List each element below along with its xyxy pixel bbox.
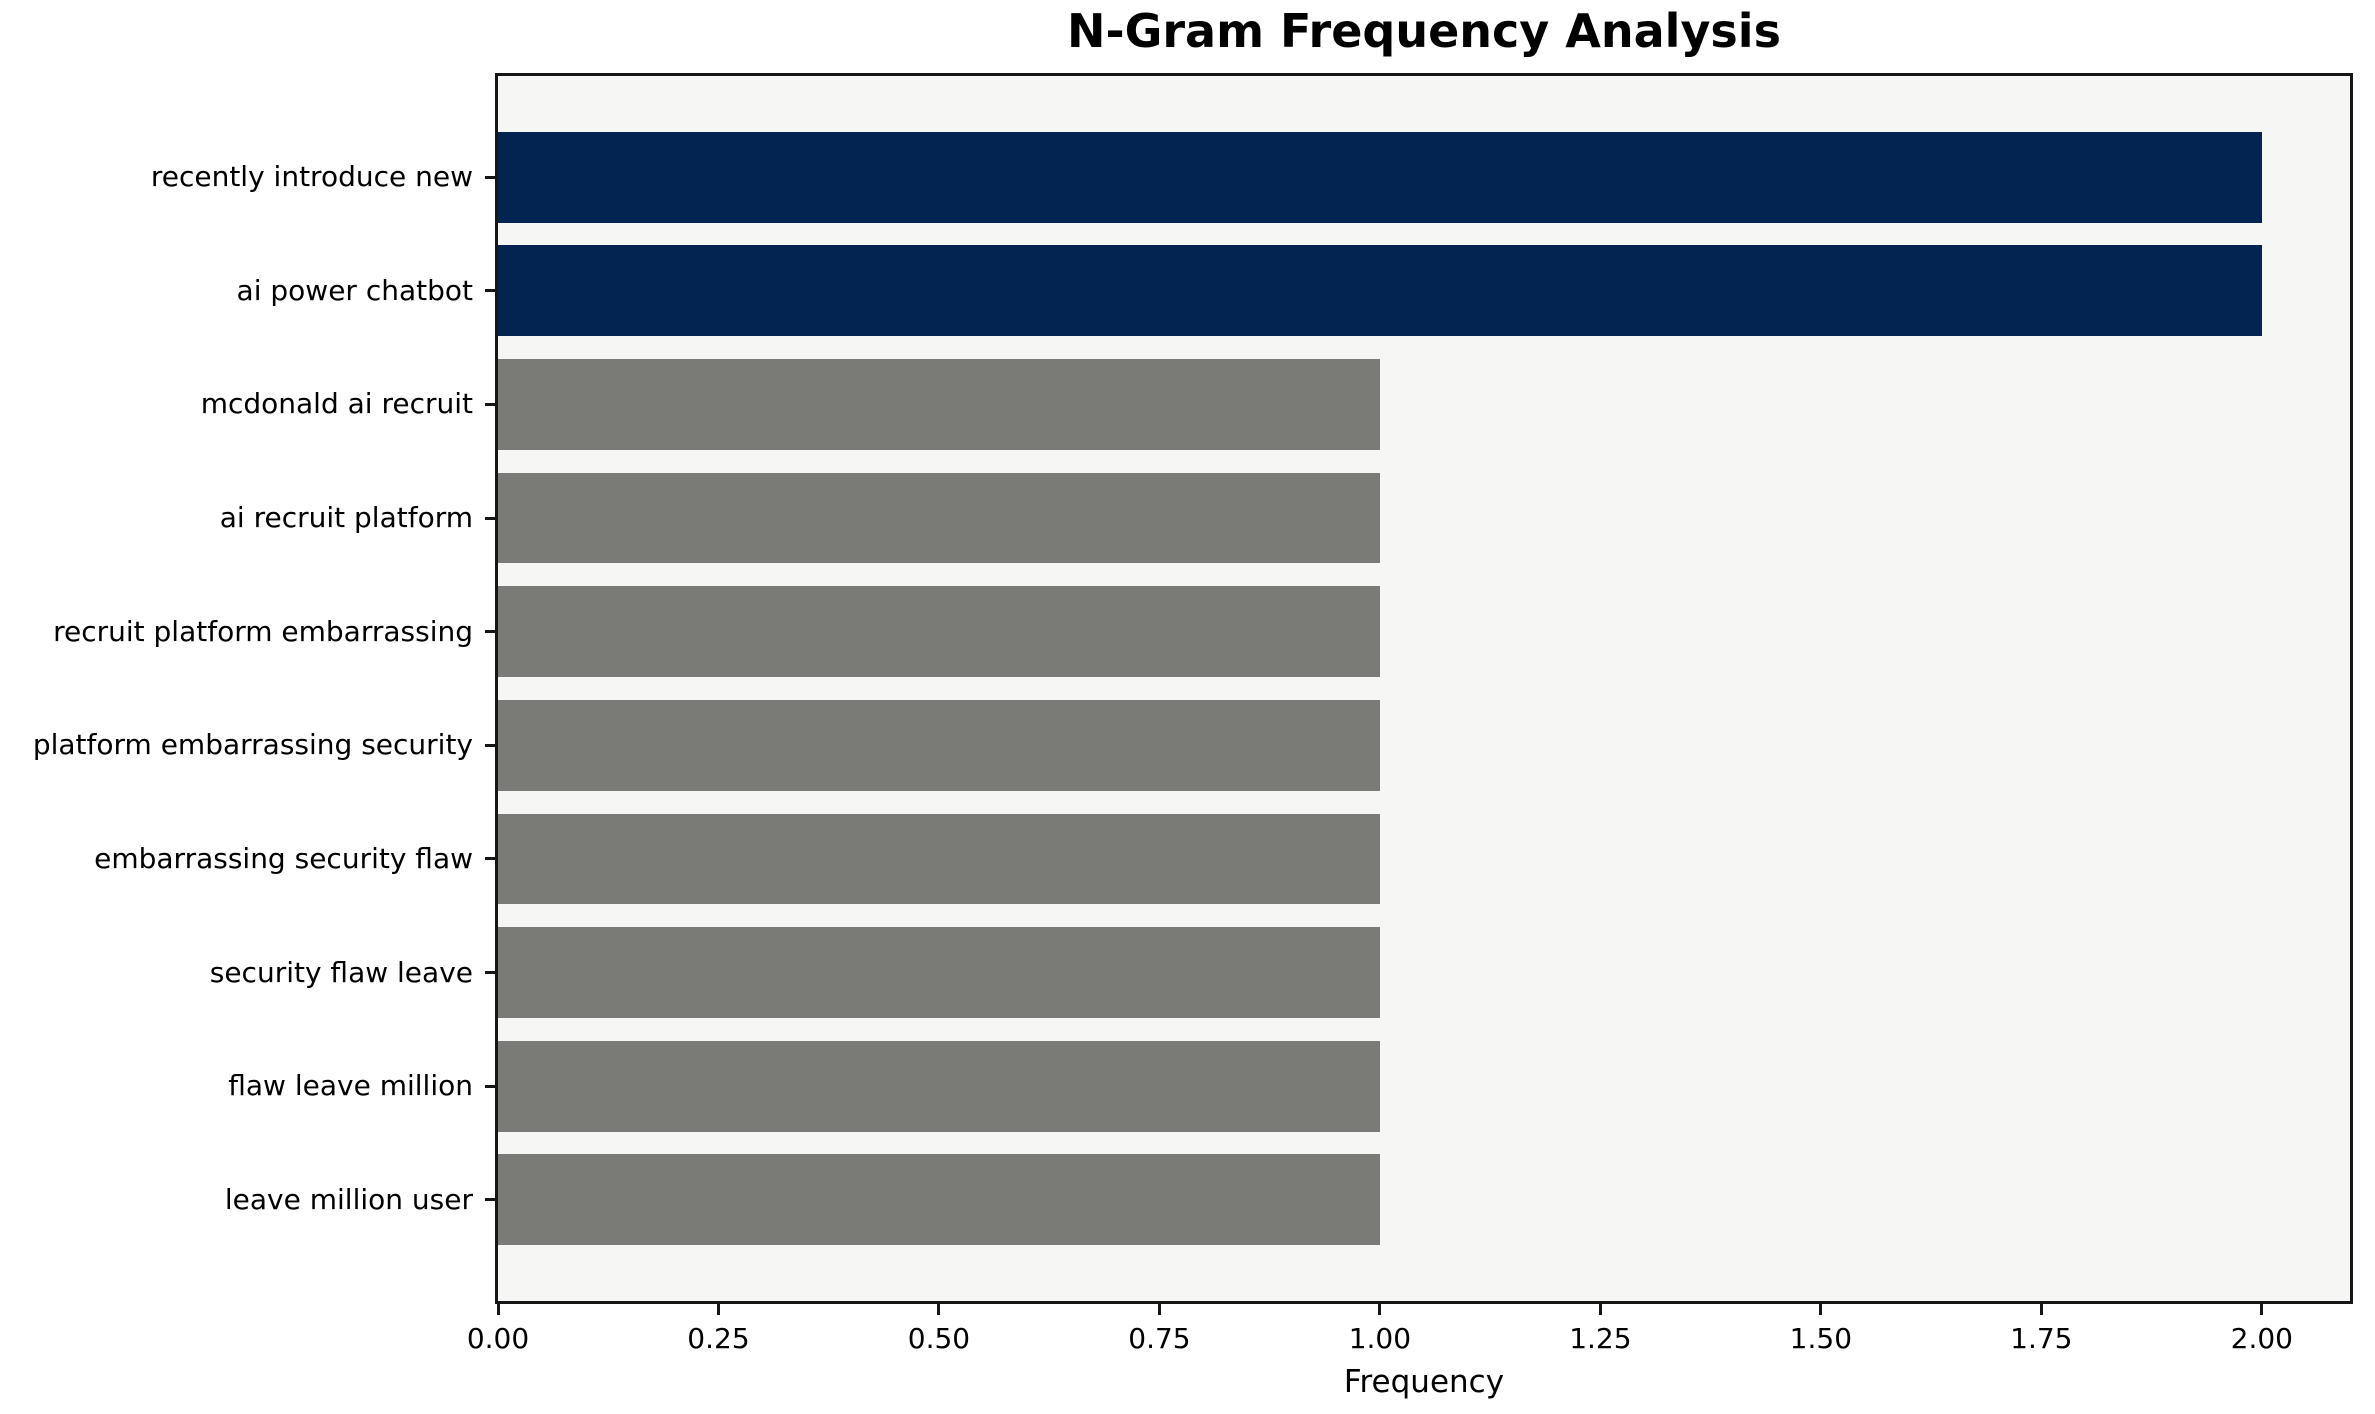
x-tick-mark: [1157, 1304, 1161, 1315]
x-tick-label: 0.25: [687, 1322, 750, 1355]
x-tick-mark: [2039, 1304, 2043, 1315]
x-tick-mark: [716, 1304, 720, 1315]
bar: [498, 699, 1380, 791]
x-tick-mark: [496, 1304, 500, 1315]
x-tick-label: 1.50: [1789, 1322, 1853, 1355]
y-tick-mark: [485, 1084, 495, 1088]
y-tick-mark: [485, 743, 495, 747]
x-axis-label: Frequency: [1343, 1364, 1505, 1400]
y-tick-label: ai power chatbot: [236, 273, 473, 307]
bars-layer: [498, 76, 2350, 1301]
y-tick-label: recruit platform embarrassing: [53, 614, 473, 648]
x-tick-label: 0.50: [907, 1322, 971, 1355]
y-tick-mark: [485, 175, 495, 179]
bar: [498, 1154, 1380, 1246]
bar: [498, 472, 1380, 564]
bar: [498, 586, 1380, 678]
x-tick-mark: [1819, 1304, 1823, 1315]
y-tick-mark: [485, 857, 495, 861]
y-tick-label: recently introduce new: [150, 160, 473, 194]
plot-area: [495, 73, 2353, 1304]
y-axis: recently introduce new ai power chatbot mc…: [0, 73, 473, 1304]
y-tick-label: embarrassing security flaw: [94, 841, 473, 875]
x-tick-label: 1.25: [1569, 1322, 1632, 1355]
bar: [498, 1040, 1380, 1132]
y-tick-mark: [485, 402, 495, 406]
bar: [498, 245, 2262, 337]
bar: [498, 813, 1380, 905]
x-tick-mark: [1598, 1304, 1602, 1315]
x-tick-label: 1.75: [2010, 1322, 2073, 1355]
y-tick-mark: [485, 1198, 495, 1202]
x-tick-label: 0.00: [466, 1322, 530, 1355]
y-tick-label: ai recruit platform: [219, 501, 473, 535]
bar: [498, 131, 2262, 223]
x-tick-mark: [937, 1304, 941, 1315]
x-tick-label: 2.00: [2230, 1322, 2293, 1355]
y-tick-label: platform embarrassing security: [32, 728, 473, 762]
y-tick-mark: [485, 516, 495, 520]
y-tick-label: leave million user: [224, 1182, 473, 1216]
x-tick-label: 1.00: [1348, 1322, 1412, 1355]
y-tick-label: security flaw leave: [209, 955, 473, 989]
y-tick-mark: [485, 289, 495, 293]
y-tick-label: mcdonald ai recruit: [200, 387, 473, 421]
x-tick-mark: [1378, 1304, 1382, 1315]
bar: [498, 927, 1380, 1019]
bar: [498, 358, 1380, 450]
x-tick-label: 0.75: [1128, 1322, 1191, 1355]
y-tick-mark: [485, 630, 495, 634]
y-tick-label: flaw leave million: [228, 1069, 473, 1103]
y-tick-mark: [485, 971, 495, 975]
x-tick-mark: [2260, 1304, 2264, 1315]
chart-title: N-Gram Frequency Analysis: [1067, 4, 1781, 58]
